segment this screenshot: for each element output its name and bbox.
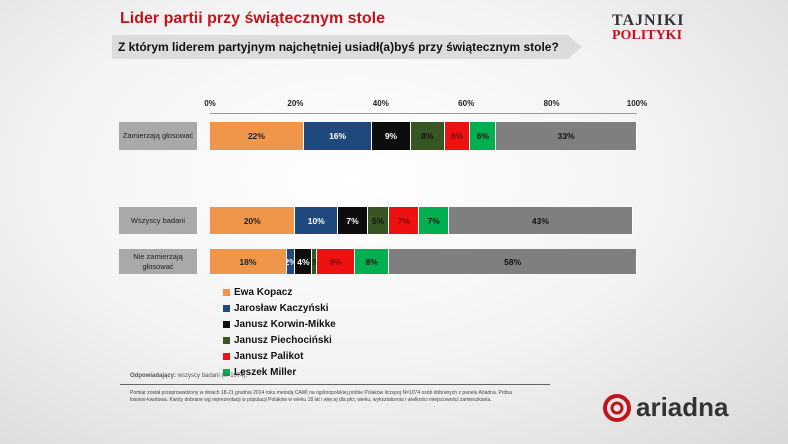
bar-segment: 9%	[316, 249, 356, 274]
bar-segment: 7%	[389, 207, 420, 234]
bar-segment: 8%	[410, 122, 445, 150]
respondents-label: Odpowiadający:	[130, 373, 177, 379]
bar-segment: 4%	[295, 249, 313, 274]
question-banner	[112, 35, 582, 59]
bar-segment: 58%	[389, 249, 637, 274]
tick-label: 0%	[204, 99, 216, 108]
legend-label: Janusz Korwin-Mikke	[234, 319, 336, 330]
bar-segment: 43%	[449, 207, 633, 234]
respondents-value: wszyscy badani (n=1074).	[177, 373, 248, 379]
ariadna-logo-text: ariadna	[636, 392, 729, 422]
logo-polityki: POLITYKI	[612, 28, 683, 43]
legend-label: Leszek Miller	[234, 367, 297, 378]
legend-label: Janusz Palikot	[234, 351, 304, 362]
bar-segment: 22%	[210, 122, 304, 150]
bar-segment: 18%	[210, 249, 287, 274]
bar-segment: 6%	[470, 122, 497, 150]
bar-segment: 7%	[419, 207, 450, 234]
tick-label: 20%	[287, 99, 304, 108]
x-axis	[210, 113, 637, 114]
legend-swatch	[223, 321, 230, 328]
ariadna-logo: ariadna	[602, 392, 729, 423]
question: Z którym liderem partyjnym najchętniej u…	[118, 40, 559, 54]
bar-segment: 1%	[312, 249, 317, 274]
ariadna-logo-icon	[603, 393, 631, 422]
legend-swatch	[223, 369, 230, 376]
legend-swatch	[223, 305, 230, 312]
legend-item: Jarosław Kaczyński	[223, 303, 329, 314]
bar-segment: 33%	[496, 122, 637, 150]
page-title: Lider partii przy świątecznym stole	[120, 10, 385, 27]
bar-segment: 8%	[355, 249, 390, 274]
legend-swatch	[223, 353, 230, 360]
logo-tajniki: TAJNIKI	[612, 12, 685, 29]
tick-label: 80%	[543, 99, 560, 108]
bar-segment: 20%	[210, 207, 296, 234]
tick-label: 100%	[626, 99, 648, 108]
legend-label: Jarosław Kaczyński	[234, 303, 329, 314]
legend-swatch	[223, 337, 230, 344]
legend-label: Ewa Kopacz	[234, 287, 293, 298]
legend-label: Janusz Piechociński	[234, 335, 332, 346]
methodology-note: Pomiar został przeprowadzony w dniach 18…	[130, 390, 512, 403]
bar-segment: 10%	[295, 207, 339, 234]
bar-segment: 9%	[372, 122, 411, 150]
tick-label: 40%	[372, 99, 389, 108]
row-label: Wszyscy badani	[119, 207, 197, 234]
bar-segment: 2%	[286, 249, 296, 274]
bar-segment: 5%	[367, 207, 390, 234]
legend-item: Janusz Palikot	[223, 351, 303, 362]
respondents: Odpowiadający: wszyscy badani (n=1074).	[130, 373, 247, 379]
legend-item: Janusz Korwin-Mikke	[223, 319, 336, 330]
row-label: Nie zamierzają głosować	[119, 249, 197, 274]
bar-segment: 6%	[444, 122, 471, 150]
legend-item: Ewa Kopacz	[223, 287, 292, 298]
legend-item: Janusz Piechociński	[223, 335, 332, 346]
row-label: Zamierzają głosować	[119, 122, 197, 150]
legend-swatch	[223, 289, 230, 296]
tick-label: 60%	[458, 99, 475, 108]
bar-segment: 7%	[338, 207, 368, 234]
legend-item: Leszek Miller	[223, 367, 296, 378]
bar-segment: 16%	[303, 122, 373, 150]
divider	[120, 384, 550, 385]
